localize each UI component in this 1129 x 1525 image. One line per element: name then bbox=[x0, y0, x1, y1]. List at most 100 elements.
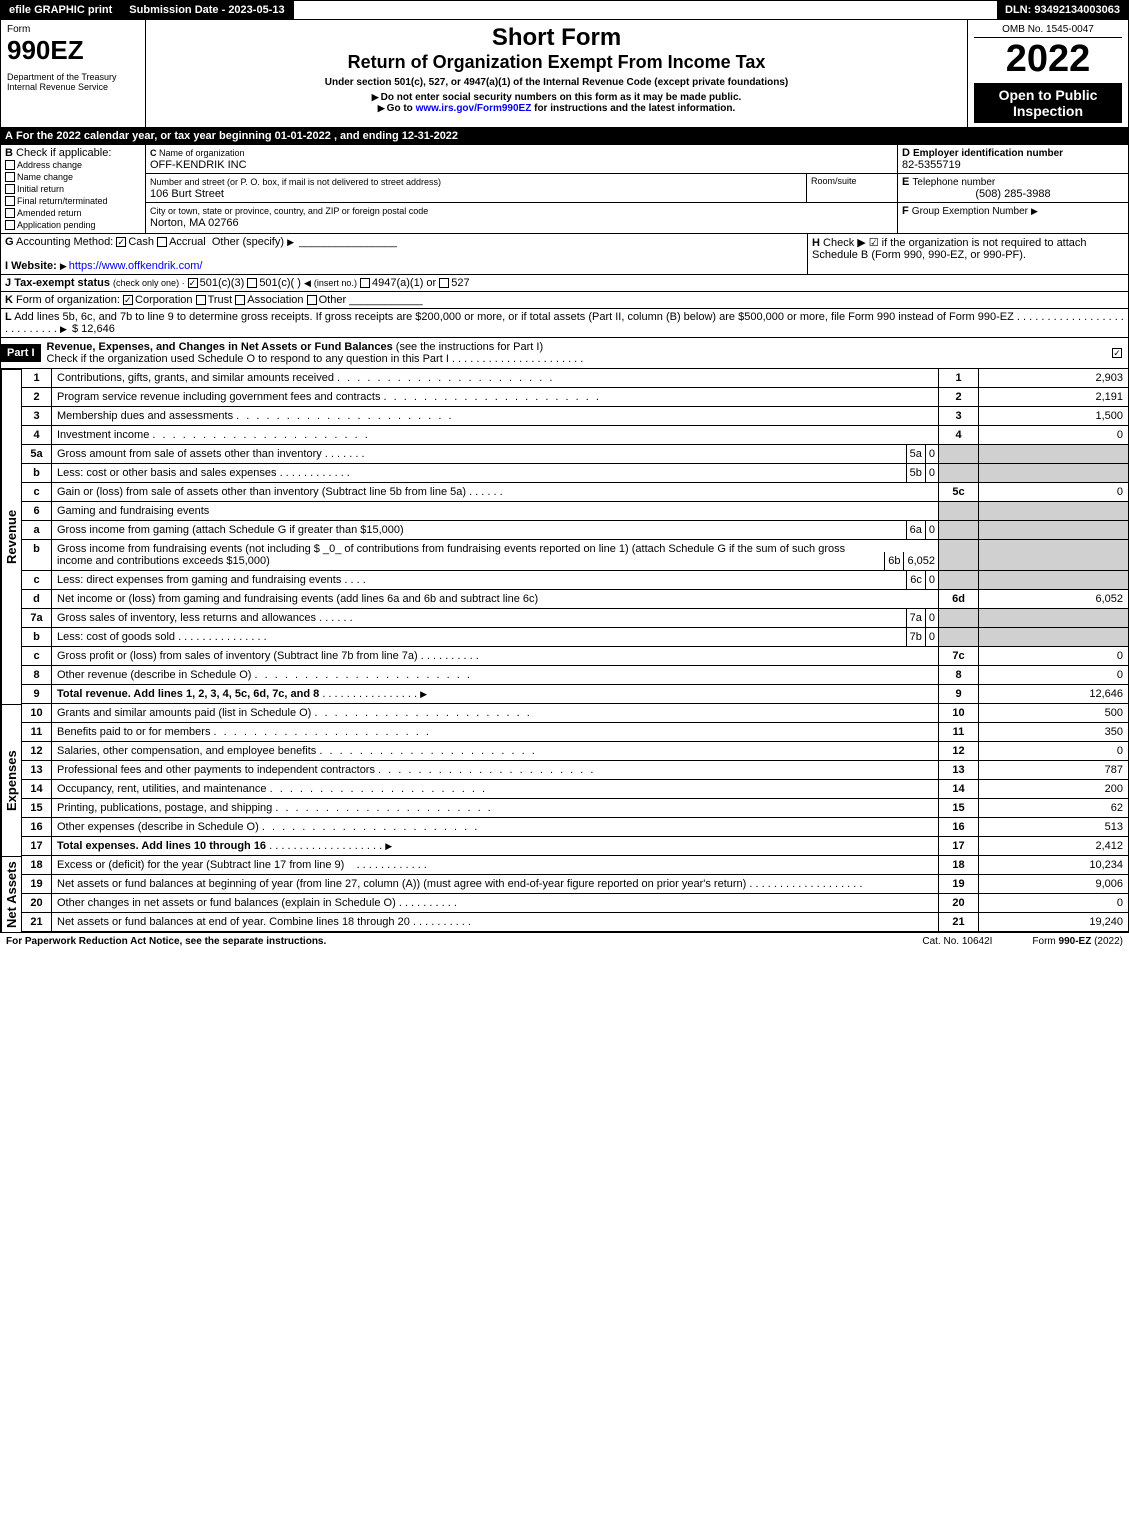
arrow-icon bbox=[372, 92, 381, 103]
top-bar: efile GRAPHIC print Submission Date - 20… bbox=[0, 0, 1129, 20]
revenue-table: 1Contributions, gifts, grants, and simil… bbox=[21, 369, 1129, 704]
checkbox-association[interactable] bbox=[235, 295, 245, 305]
checkbox-501c[interactable] bbox=[247, 278, 257, 288]
j-insert: (insert no.) bbox=[314, 278, 357, 288]
line-12-ref: 12 bbox=[939, 742, 979, 761]
line-5b-subamt: 0 bbox=[925, 464, 938, 482]
tax-year: 2022 bbox=[974, 38, 1122, 81]
line-7b-subamt: 0 bbox=[925, 628, 938, 646]
line-7c-text: Gross profit or (loss) from sales of inv… bbox=[52, 647, 939, 666]
line-3-ref: 3 bbox=[939, 407, 979, 426]
line-6d-num: d bbox=[22, 590, 52, 609]
line-7a-sub: 7a bbox=[906, 609, 925, 627]
line-5a-num: 5a bbox=[22, 445, 52, 464]
checkbox-name-change[interactable] bbox=[5, 172, 15, 182]
line-2-text: Program service revenue including govern… bbox=[52, 388, 939, 407]
line-19-amount: 9,006 bbox=[979, 875, 1129, 894]
arrow-icon bbox=[1031, 205, 1040, 217]
line-8-amount: 0 bbox=[979, 666, 1129, 685]
form-header: Form 990EZ Department of the Treasury In… bbox=[0, 20, 1129, 128]
checkbox-cash[interactable] bbox=[116, 237, 126, 247]
grey-cell bbox=[979, 571, 1129, 590]
line-6c-sub: 6c bbox=[906, 571, 925, 589]
grey-cell bbox=[979, 628, 1129, 647]
checkbox-schedule-o[interactable] bbox=[1112, 348, 1122, 358]
g-label: Accounting Method: bbox=[16, 236, 113, 248]
b-initial: Initial return bbox=[17, 184, 64, 194]
line-17-text: Total expenses. Add lines 10 through 16 … bbox=[52, 837, 939, 856]
line-19-text: Net assets or fund balances at beginning… bbox=[52, 875, 939, 894]
line-13-text: Professional fees and other payments to … bbox=[52, 761, 939, 780]
c-label: Name of organization bbox=[159, 148, 245, 158]
grey-cell bbox=[979, 502, 1129, 521]
line-6a-sub: 6a bbox=[906, 521, 925, 539]
checkbox-final-return[interactable] bbox=[5, 196, 15, 206]
line-13-num: 13 bbox=[22, 761, 52, 780]
dln-label: DLN: 93492134003063 bbox=[997, 1, 1128, 19]
revenue-section-label: Revenue bbox=[1, 369, 21, 704]
grey-cell bbox=[979, 540, 1129, 571]
line-7a-text: Gross sales of inventory, less returns a… bbox=[52, 609, 906, 627]
line-19-ref: 19 bbox=[939, 875, 979, 894]
line-7c-num: c bbox=[22, 647, 52, 666]
arrow-left-icon bbox=[304, 277, 311, 289]
line-1-num: 1 bbox=[22, 369, 52, 388]
checkbox-4947[interactable] bbox=[360, 278, 370, 288]
k-corp: Corporation bbox=[135, 294, 192, 306]
submission-date: Submission Date - 2023-05-13 bbox=[121, 1, 293, 19]
grey-cell bbox=[939, 445, 979, 464]
expenses-section-label: Expenses bbox=[1, 704, 21, 856]
line-14-amount: 200 bbox=[979, 780, 1129, 799]
checkbox-corporation[interactable] bbox=[123, 295, 133, 305]
line-1-text: Contributions, gifts, grants, and simila… bbox=[52, 369, 939, 388]
k-assoc: Association bbox=[247, 294, 303, 306]
line-5c-ref: 5c bbox=[939, 483, 979, 502]
netassets-table: 18Excess or (deficit) for the year (Subt… bbox=[21, 856, 1129, 932]
line-3-amount: 1,500 bbox=[979, 407, 1129, 426]
line-14-num: 14 bbox=[22, 780, 52, 799]
line-4-text: Investment income bbox=[52, 426, 939, 445]
website-link[interactable]: https://www.offkendrik.com/ bbox=[69, 260, 203, 272]
dept-treasury: Department of the Treasury bbox=[7, 72, 139, 82]
arrow-icon bbox=[420, 688, 429, 700]
part-1-instr: (see the instructions for Part I) bbox=[396, 341, 543, 353]
l-text: Add lines 5b, 6c, and 7b to line 9 to de… bbox=[14, 311, 1014, 323]
b-name: Name change bbox=[17, 172, 73, 182]
checkbox-501c3[interactable] bbox=[188, 278, 198, 288]
line-5a-text: Gross amount from sale of assets other t… bbox=[52, 445, 906, 463]
checkbox-other-org[interactable] bbox=[307, 295, 317, 305]
line-2-num: 2 bbox=[22, 388, 52, 407]
omb-number: OMB No. 1545-0047 bbox=[974, 24, 1122, 38]
line-10-text: Grants and similar amounts paid (list in… bbox=[52, 704, 939, 723]
line-6b-subamt: 6,052 bbox=[903, 552, 938, 570]
line-5b-num: b bbox=[22, 464, 52, 483]
checkbox-address-change[interactable] bbox=[5, 160, 15, 170]
line-21-ref: 21 bbox=[939, 913, 979, 932]
f-label: Group Exemption Number bbox=[912, 206, 1028, 217]
line-7a-subamt: 0 bbox=[925, 609, 938, 627]
line-5c-text: Gain or (loss) from sale of assets other… bbox=[52, 483, 939, 502]
line-2-amount: 2,191 bbox=[979, 388, 1129, 407]
checkbox-trust[interactable] bbox=[196, 295, 206, 305]
line-6d-amount: 6,052 bbox=[979, 590, 1129, 609]
j-label: Tax-exempt status bbox=[14, 277, 110, 289]
line-13-ref: 13 bbox=[939, 761, 979, 780]
j-note: (check only one) · bbox=[113, 278, 185, 288]
checkbox-527[interactable] bbox=[439, 278, 449, 288]
irs-link[interactable]: www.irs.gov/Form990EZ bbox=[416, 103, 532, 114]
line-12-num: 12 bbox=[22, 742, 52, 761]
line-16-ref: 16 bbox=[939, 818, 979, 837]
b-pending: Application pending bbox=[17, 220, 96, 230]
k-trust: Trust bbox=[208, 294, 233, 306]
grey-cell bbox=[939, 571, 979, 590]
checkbox-pending[interactable] bbox=[5, 220, 15, 230]
checkbox-accrual[interactable] bbox=[157, 237, 167, 247]
line-8-ref: 8 bbox=[939, 666, 979, 685]
checkbox-amended[interactable] bbox=[5, 208, 15, 218]
line-6b-num: b bbox=[22, 540, 52, 571]
arrow-icon bbox=[60, 323, 69, 335]
checkbox-initial-return[interactable] bbox=[5, 184, 15, 194]
line-16-text: Other expenses (describe in Schedule O) bbox=[52, 818, 939, 837]
short-form-title: Short Form bbox=[152, 24, 961, 52]
footer-right: Form 990-EZ (2022) bbox=[1032, 936, 1123, 947]
